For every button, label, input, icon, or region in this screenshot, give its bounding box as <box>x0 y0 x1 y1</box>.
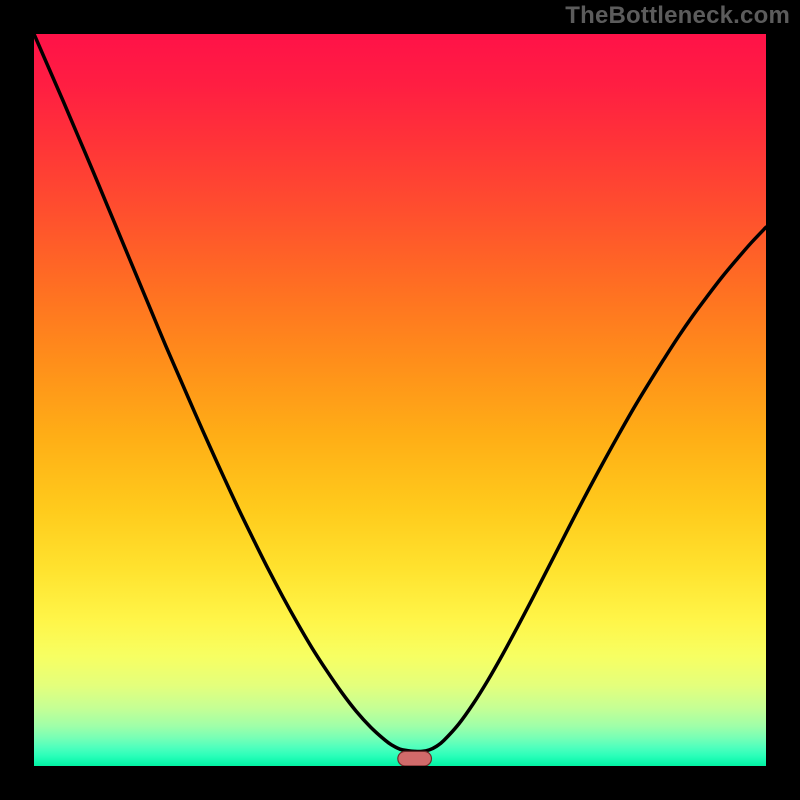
chart-frame: TheBottleneck.com <box>0 0 800 800</box>
watermark-text: TheBottleneck.com <box>565 2 790 30</box>
minimum-marker <box>398 751 432 766</box>
gradient-background <box>34 34 766 766</box>
bottleneck-plot <box>34 34 766 766</box>
